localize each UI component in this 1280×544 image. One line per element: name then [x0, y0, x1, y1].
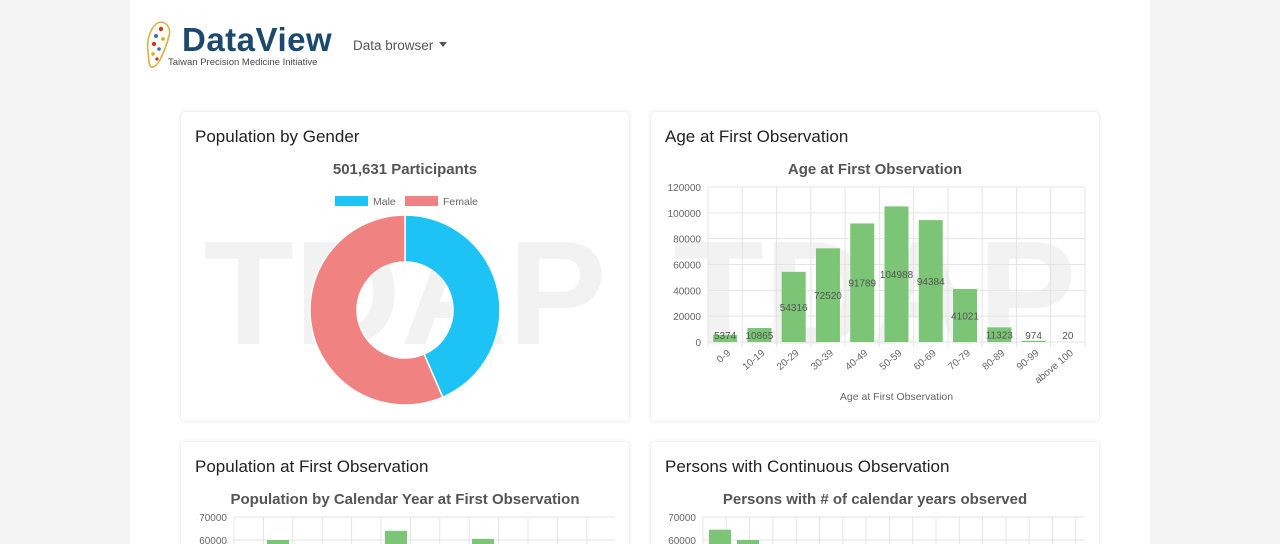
- calendar-year-card: Population at First Observation Populati…: [181, 442, 629, 544]
- bar: [709, 529, 731, 544]
- card-title: Population at First Observation: [195, 457, 429, 476]
- continuous-observation-bar-chart: Persons with # of calendar years observe…: [668, 491, 1085, 544]
- calendar-year-bar-chart: Population by Calendar Year at First Obs…: [199, 491, 615, 544]
- legend-label-male: Male: [373, 196, 396, 208]
- bar: [884, 206, 909, 342]
- continuous-observation-card: Persons with Continuous Observation Pers…: [651, 442, 1099, 544]
- y-tick-label: 70000: [668, 513, 696, 524]
- bar-value-label: 20: [1062, 331, 1074, 342]
- y-tick-label: 40000: [673, 286, 701, 297]
- data-browser-dropdown[interactable]: Data browser: [353, 38, 448, 53]
- bar-value-label: 10865: [746, 331, 774, 342]
- bar-value-label: 54316: [780, 303, 808, 314]
- bar-value-label: 41021: [951, 312, 979, 323]
- data-browser-label: Data browser: [353, 38, 434, 53]
- taiwan-map-icon: [146, 21, 171, 68]
- bar-value-label: 104988: [880, 270, 914, 281]
- bar: [781, 271, 806, 342]
- bar: [472, 538, 494, 544]
- legend-label-female: Female: [443, 196, 478, 208]
- chart-title: 501,631 Participants: [333, 161, 477, 178]
- card-title: Age at First Observation: [665, 127, 849, 146]
- bar-value-label: 91789: [848, 279, 876, 290]
- chart-title: Persons with # of calendar years observe…: [723, 491, 1027, 508]
- y-tick-label: 60000: [199, 536, 227, 544]
- x-axis-label: Age at First Observation: [840, 391, 953, 403]
- bar-value-label: 5374: [714, 331, 737, 342]
- legend-swatch-female: [405, 196, 438, 206]
- page: DataView Taiwan Precision Medicine Initi…: [130, 0, 1150, 544]
- slice-female: [309, 214, 444, 406]
- y-tick-label: 120000: [668, 183, 702, 194]
- bar: [850, 223, 875, 342]
- y-tick-label: 0: [695, 338, 701, 349]
- y-tick-label: 60000: [668, 536, 696, 544]
- y-tick-label: 80000: [673, 235, 701, 246]
- bar: [385, 530, 407, 544]
- logo-title: DataView: [182, 21, 333, 58]
- bar: [918, 220, 943, 342]
- bar-value-label: 974: [1025, 331, 1042, 342]
- slice-male: [404, 214, 501, 399]
- bar: [747, 327, 772, 342]
- bar: [713, 335, 738, 342]
- bar-value-label: 72520: [814, 291, 842, 302]
- bar-value-label: 94384: [917, 277, 945, 288]
- gender-card: Population by Gender TDAP 501,631 Partici…: [181, 112, 629, 421]
- bar: [737, 540, 759, 544]
- bar: [267, 540, 289, 544]
- y-tick-label: 60000: [673, 261, 701, 272]
- y-tick-label: 70000: [199, 513, 227, 524]
- age-card: Age at First Observation TDAP Age at Firs…: [651, 112, 1099, 421]
- caret-down-icon: [439, 41, 448, 47]
- y-tick-label: 100000: [668, 209, 702, 220]
- logo[interactable]: DataView Taiwan Precision Medicine Initi…: [144, 20, 364, 72]
- navbar: DataView Taiwan Precision Medicine Initi…: [130, 0, 1150, 90]
- bar: [987, 327, 1012, 342]
- bar-value-label: 11323: [986, 331, 1014, 342]
- bar: [1021, 340, 1046, 342]
- logo-subtitle: Taiwan Precision Medicine Initiative: [168, 57, 318, 68]
- card-title: Persons with Continuous Observation: [665, 457, 950, 476]
- y-tick-label: 20000: [673, 312, 701, 323]
- legend-swatch-male: [335, 196, 368, 206]
- card-title: Population by Gender: [195, 127, 360, 146]
- chart-title: Population by Calendar Year at First Obs…: [231, 491, 580, 508]
- bar: [953, 289, 978, 342]
- bar: [815, 248, 840, 342]
- chart-title: Age at First Observation: [788, 161, 962, 178]
